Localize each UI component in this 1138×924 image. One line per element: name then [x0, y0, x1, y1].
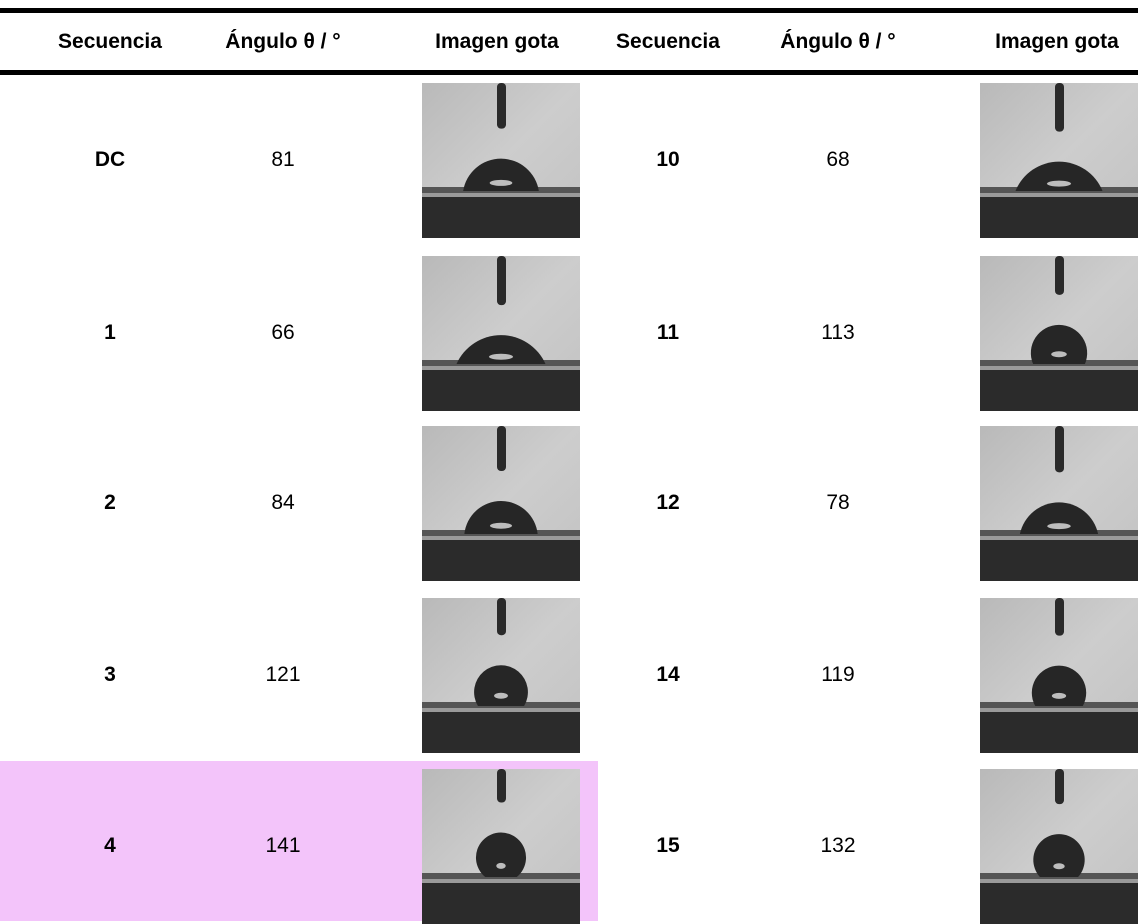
sequence: 12 [656, 491, 680, 514]
column-header: Imagen gota [995, 30, 1119, 53]
drop-image [422, 598, 580, 753]
drop-image [422, 256, 580, 411]
drop-image [980, 426, 1138, 581]
drop-image [422, 83, 580, 238]
drop-image [422, 426, 580, 581]
angle: 78 [826, 491, 850, 514]
angle: 66 [271, 321, 295, 344]
angle: 141 [265, 834, 301, 857]
header-rule [0, 70, 1138, 75]
angle: 68 [826, 148, 850, 171]
column-header: Secuencia [58, 30, 162, 53]
sequence: 3 [104, 663, 116, 686]
sequence: 4 [104, 834, 116, 857]
sequence: 14 [656, 663, 680, 686]
sequence: DC [94, 148, 126, 171]
column-header: Secuencia [616, 30, 720, 53]
angle: 119 [821, 663, 855, 686]
angle: 132 [820, 834, 856, 857]
angle: 81 [271, 148, 295, 171]
column-header: Ángulo θ / ° [780, 30, 896, 53]
column-header: Imagen gota [435, 30, 559, 53]
sequence: 10 [656, 148, 680, 171]
drop-image [980, 769, 1138, 924]
drop-image [980, 598, 1138, 753]
angle: 84 [271, 491, 295, 514]
angle: 113 [821, 321, 855, 344]
drop-image [980, 83, 1138, 238]
sequence: 1 [104, 321, 116, 344]
sequence: 11 [656, 321, 680, 344]
angle: 121 [265, 663, 301, 686]
sequence: 2 [104, 491, 116, 514]
top-rule [0, 8, 1138, 13]
drop-image [422, 769, 580, 924]
column-header: Ángulo θ / ° [225, 30, 341, 53]
drop-image [980, 256, 1138, 411]
sequence: 15 [656, 834, 680, 857]
